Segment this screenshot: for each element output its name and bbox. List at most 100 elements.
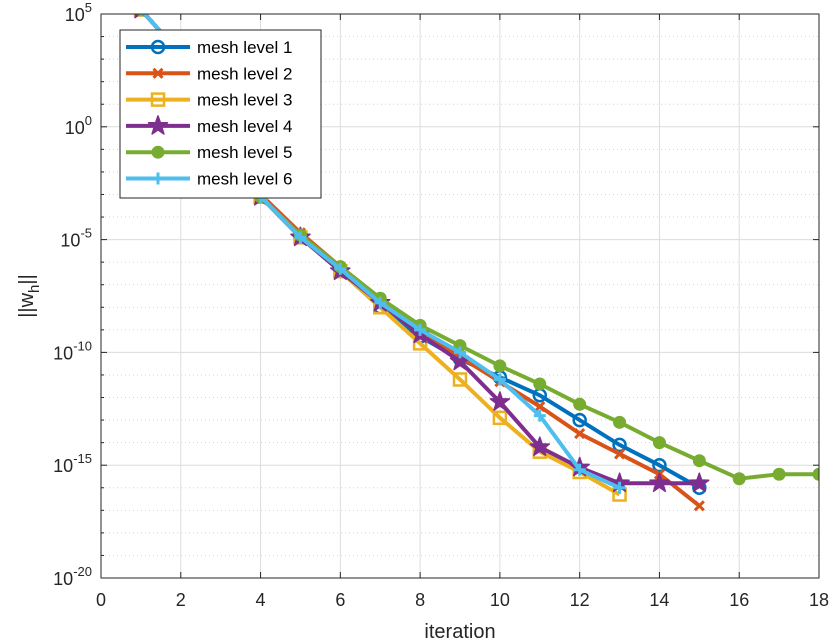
legend-item-3: mesh level 3 [126,91,292,110]
data-point [772,467,786,481]
axes-box [100,13,820,579]
data-point [692,454,706,468]
data-point [649,472,670,493]
x-tick-label: 6 [335,590,345,610]
x-tick-label: 8 [415,590,425,610]
y-tick-label-base: 10 [65,118,85,138]
data-point [493,373,506,386]
data-point [652,436,666,450]
marker-dot [533,377,547,391]
legend: mesh level 1 mesh level 2 mesh level 3 mesh… [119,29,322,199]
legend-label: mesh level 6 [197,170,292,189]
y-tick-label-exp: 5 [85,0,92,15]
marker-square [150,92,166,107]
legend-marker [147,115,169,135]
legend-item-6: mesh level 6 [126,170,292,189]
data-point [689,472,710,493]
data-point [533,377,547,391]
marker-star [689,472,710,493]
data-point [454,346,466,359]
marker-x [152,67,164,79]
data-point [693,500,705,512]
marker-circle [612,437,627,453]
y-axis-label-base: ||w [16,292,38,317]
marker-circle [150,39,166,55]
y-axis-label-tail: || [16,274,38,284]
marker-star [489,391,511,411]
marker-dot [772,467,786,481]
y-tick-label-exp: 0 [85,113,92,128]
marker-dot [692,454,706,468]
legend-item-2: mesh level 2 [126,64,292,83]
y-tick-label: 105 [65,0,92,25]
y-axis-label: ||wh|| [16,274,43,318]
data-point [334,262,347,275]
y-tick-label-base: 10 [53,569,73,589]
legend-label: mesh level 1 [197,38,292,57]
marker-plus [533,409,546,422]
data-point [573,463,586,476]
x-tick-label: 0 [96,590,106,610]
x-tick-label: 18 [809,590,829,610]
x-tick-label: 12 [570,590,590,610]
y-tick-label: 10-15 [53,451,92,476]
data-point [492,410,508,426]
data-point [613,448,626,460]
marker-plus [454,346,466,359]
marker-plus [493,373,506,386]
marker-plus [414,323,427,336]
marker-star [649,472,670,493]
y-tick-label-base: 10 [65,5,85,25]
legend-item-1: mesh level 1 [126,38,292,57]
legend-label: mesh level 4 [197,117,292,136]
legend-marker [150,92,166,107]
x-tick-label: 16 [729,590,749,610]
marker-plus [374,296,387,309]
legend-box [119,29,322,199]
data-point [414,323,427,336]
legend-marker [152,67,164,79]
data-point [612,437,627,453]
marker-circle [572,412,587,428]
marker-plus [294,231,307,244]
marker-star [529,436,551,456]
data-point [613,481,626,494]
y-tick-label-exp: -15 [73,451,92,466]
data-point [529,436,551,456]
y-tick-label: 10-5 [60,226,92,251]
marker-dot [573,397,587,411]
data-point [294,231,307,244]
legend-item-4: mesh level 4 [126,115,292,136]
data-point [652,457,667,473]
ticks [100,13,820,579]
y-tick-label-base: 10 [53,456,73,476]
data-point [812,467,819,481]
y-tick-label-base: 10 [60,231,80,251]
data-point [534,400,546,413]
data-point [732,472,746,486]
y-tick-label: 10-10 [53,338,92,363]
marker-plus [152,172,164,185]
marker-star [147,115,169,135]
y-tick-label: 10-20 [53,564,92,589]
x-tick-label: 14 [649,590,669,610]
y-tick-label: 100 [65,113,92,138]
marker-square [452,372,468,387]
legend-marker [152,172,164,185]
y-tick-label-base: 10 [53,343,73,363]
x-tick-label: 4 [256,590,266,610]
legend-item-5: mesh level 5 [126,143,292,162]
legend-marker [151,145,165,159]
legend-label: mesh level 3 [197,91,292,110]
marker-plus [613,481,626,494]
marker-plus [573,463,586,476]
legend-label: mesh level 2 [197,64,292,83]
y-tick-label-exp: -20 [73,564,92,579]
marker-dot [151,145,165,159]
marker-dot [652,436,666,450]
x-tick-label: 10 [490,590,510,610]
data-point [493,359,507,373]
y-tick-label-exp: -10 [73,338,92,353]
x-tick-labels: 0 2 4 6 8 10 12 14 16 18 [96,590,829,610]
